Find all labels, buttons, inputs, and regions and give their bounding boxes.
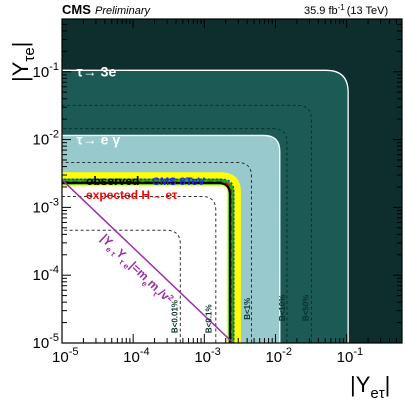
br-contour-label: B<0.01% — [170, 300, 179, 333]
x-tick-base: 10 — [123, 349, 140, 366]
legend-entry: observed — [86, 174, 139, 188]
x-tick-base: 10 — [337, 349, 354, 366]
y-tick-base: 10 — [33, 64, 50, 81]
limit-curve — [62, 181, 232, 343]
br-contour-label: B<1% — [243, 298, 252, 320]
x-tick-exp: -4 — [140, 346, 150, 358]
br-contour — [62, 195, 217, 343]
br-contour-label: B<0.1% — [205, 304, 214, 333]
limit-curves — [62, 172, 241, 343]
y-tick-label: 10-2 — [33, 129, 59, 149]
br-contours — [62, 104, 312, 343]
legend-entry: CMS 8TeV — [152, 176, 206, 188]
region-labels: τ→ 3e τ→ e γ B<50% B<10% B<1% B<0.1% B<0.01% — [77, 64, 311, 334]
y-tick-exp: -3 — [49, 196, 59, 208]
y-tick-exp: -5 — [49, 332, 59, 344]
x-tick-label: 10-4 — [123, 346, 149, 366]
x-tick-exp: -1 — [353, 346, 363, 358]
lumi-value: 35.9 fb — [304, 5, 338, 17]
experiment-label: CMS — [62, 2, 91, 17]
x-tick-exp: -3 — [211, 346, 221, 358]
y-tick-base: 10 — [33, 199, 50, 216]
y-tick-base: 10 — [33, 132, 50, 149]
ticks: 10-5 10-4 10-3 10-2 10-110-510-410-310-210-1 — [33, 19, 402, 366]
legend-entry: expected H→ eτ — [86, 188, 178, 202]
x-tick-base: 10 — [52, 349, 69, 366]
y-tick-base: 10 — [33, 335, 50, 352]
y-tick-exp: -2 — [49, 129, 59, 141]
br-contour — [62, 161, 252, 343]
status-label: Preliminary — [95, 5, 152, 17]
limit-curve — [62, 178, 235, 343]
x-tick-label: 10-5 — [52, 346, 78, 366]
naturalness-label-part: 2 — [166, 293, 176, 303]
naturalness-line — [62, 179, 234, 343]
y-tick-exp: -1 — [49, 61, 59, 73]
y-tick-label: 10-4 — [33, 264, 59, 284]
region-label: τ→ 3e — [77, 64, 117, 80]
region-boundary — [62, 69, 349, 343]
x-axis-label: |Yeτ| — [350, 372, 390, 402]
naturalness-label-part: e — [140, 279, 150, 289]
x-tick-label: 10-1 — [337, 346, 363, 366]
region-label: τ→ e γ — [77, 131, 121, 147]
limit-curve — [62, 180, 233, 343]
y-tick-label: 10-3 — [33, 196, 59, 216]
lumi-energy: (13 TeV) — [347, 5, 388, 17]
y-tick-base: 10 — [33, 267, 50, 284]
region-boundary — [62, 134, 281, 343]
br-contour-label: B<10% — [278, 295, 287, 321]
plot-area: |Ye τYτ e|=memτ/v2 τ→ 3eτ→ e γB<50%B<10%… — [33, 18, 403, 366]
x-tick-base: 10 — [194, 349, 211, 366]
y-tick-label: 10-5 — [33, 332, 59, 352]
br-contour — [62, 128, 288, 343]
y-tick-exp: -4 — [49, 264, 59, 276]
x-tick-base: 10 — [265, 349, 282, 366]
x-tick-exp: -2 — [282, 346, 292, 358]
x-tick-exp: -5 — [69, 346, 79, 358]
y-axis-label: |Yτe| — [8, 42, 38, 82]
x-tick-label: 10-2 — [265, 346, 291, 366]
naturalness-label-part: τ — [151, 289, 160, 298]
y-tick-label: 10-1 — [33, 61, 59, 81]
plot-frame — [61, 18, 403, 344]
lumi-unit-exp: -1 — [338, 3, 346, 12]
lumi-label: 35.9 fb-1 (13 TeV) — [304, 3, 388, 17]
br-contour-label: B<50% — [301, 295, 310, 321]
x-tick-label: 10-3 — [194, 346, 220, 366]
